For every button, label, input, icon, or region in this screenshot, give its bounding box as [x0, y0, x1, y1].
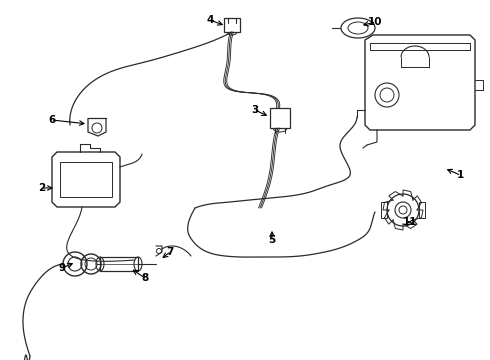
Bar — [381, 202, 387, 218]
Text: 10: 10 — [368, 17, 382, 27]
Text: 7: 7 — [166, 247, 173, 257]
Text: 5: 5 — [269, 235, 275, 245]
Text: 6: 6 — [49, 115, 56, 125]
Bar — [419, 202, 425, 218]
Text: 4: 4 — [206, 15, 214, 25]
Text: 2: 2 — [38, 183, 46, 193]
Text: 8: 8 — [142, 273, 148, 283]
Text: 11: 11 — [403, 217, 417, 227]
Bar — [270, 108, 290, 128]
Text: 3: 3 — [251, 105, 259, 115]
Bar — [100, 257, 138, 271]
Text: 1: 1 — [456, 170, 464, 180]
Bar — [224, 18, 240, 32]
Text: 9: 9 — [58, 263, 66, 273]
